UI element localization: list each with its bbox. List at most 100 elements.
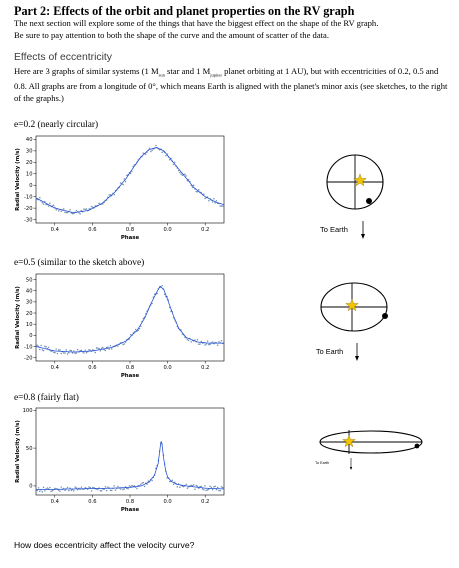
data-point xyxy=(95,347,98,349)
y-tick-label: 20 xyxy=(26,160,33,166)
data-point xyxy=(177,483,180,485)
data-point xyxy=(192,184,195,186)
y-tick-label: 100 xyxy=(23,408,33,414)
data-point xyxy=(220,340,223,342)
desc-part-1: Here are 3 graphs of similar systems (1 … xyxy=(14,66,159,76)
data-point xyxy=(196,485,199,488)
data-point xyxy=(71,212,74,215)
data-point xyxy=(80,349,83,352)
data-point xyxy=(100,489,103,492)
data-point xyxy=(208,199,210,202)
data-point xyxy=(104,485,107,488)
data-point xyxy=(196,191,199,193)
data-point xyxy=(131,484,133,487)
to-earth-arrowhead xyxy=(349,467,353,470)
x-tick-label: 0.8 xyxy=(126,227,134,233)
data-point xyxy=(75,209,78,212)
data-point xyxy=(35,491,37,493)
data-point xyxy=(156,292,158,295)
data-point xyxy=(137,484,139,487)
data-point xyxy=(209,485,211,487)
star-icon xyxy=(353,173,367,187)
data-point xyxy=(89,486,92,489)
data-point xyxy=(205,489,208,492)
data-point xyxy=(199,485,201,488)
data-point xyxy=(122,343,124,346)
data-point xyxy=(65,349,68,351)
data-point xyxy=(60,210,62,213)
data-point xyxy=(200,485,203,488)
y-tick-label: 50 xyxy=(26,446,33,452)
x-tick-label: 0.2 xyxy=(201,499,209,505)
data-point xyxy=(216,344,219,346)
data-point xyxy=(219,489,221,492)
data-point xyxy=(186,338,189,341)
y-tick-label: 40 xyxy=(26,137,33,143)
data-point xyxy=(94,205,97,207)
data-point xyxy=(45,346,47,348)
data-point xyxy=(65,211,68,214)
data-point xyxy=(51,490,54,492)
data-point xyxy=(37,487,40,489)
data-point xyxy=(147,480,150,482)
data-point xyxy=(83,352,85,354)
data-point xyxy=(210,486,213,489)
data-point xyxy=(204,485,206,487)
data-point xyxy=(102,203,104,205)
y-tick-label: 30 xyxy=(26,300,33,306)
x-tick-label: 0.0 xyxy=(163,227,171,233)
data-point xyxy=(146,483,148,485)
data-point xyxy=(208,488,210,490)
data-point xyxy=(55,348,57,350)
data-point xyxy=(69,349,71,352)
data-point xyxy=(71,352,74,354)
x-tick-label: 0.6 xyxy=(88,499,96,505)
data-point xyxy=(168,158,171,161)
data-point xyxy=(191,485,194,487)
rv-chart-e08: 0 50 100 0.4 0.6 0.8 0.0 0.2 Phase Radial Velocit… xyxy=(15,407,225,513)
data-point xyxy=(190,484,192,486)
data-point xyxy=(74,352,76,355)
data-point xyxy=(211,488,214,491)
x-axis-label: Phase xyxy=(121,235,140,241)
data-point xyxy=(108,194,110,196)
data-point xyxy=(129,333,132,336)
data-point xyxy=(113,485,115,487)
star-icon xyxy=(342,434,356,448)
data-point xyxy=(194,488,196,491)
data-point xyxy=(78,211,80,214)
data-point xyxy=(54,487,56,490)
data-point xyxy=(142,152,144,154)
data-point xyxy=(99,349,102,352)
data-point xyxy=(68,351,70,354)
rv-chart-e02: -30 -20 -10 0 10 20 30 40 0.4 0.6 0.8 0.0 0.2 Phase Ra… xyxy=(15,135,225,241)
data-point xyxy=(42,486,45,488)
data-point xyxy=(88,486,90,488)
data-point xyxy=(203,193,205,195)
data-point xyxy=(122,183,124,186)
data-point xyxy=(56,352,59,355)
data-point xyxy=(36,344,39,346)
data-point xyxy=(94,351,97,354)
data-point xyxy=(60,352,62,355)
data-point xyxy=(42,349,45,352)
data-point xyxy=(168,480,171,483)
data-point xyxy=(44,345,46,348)
data-point xyxy=(187,178,190,181)
data-point xyxy=(123,488,126,490)
data-point xyxy=(44,200,46,203)
data-point xyxy=(57,489,60,491)
data-point xyxy=(184,173,186,176)
data-point xyxy=(63,487,65,490)
data-point xyxy=(103,488,105,490)
data-point xyxy=(181,174,184,176)
data-point xyxy=(79,213,81,215)
data-point xyxy=(214,485,216,487)
data-point xyxy=(198,189,200,191)
data-point xyxy=(199,343,201,345)
data-point xyxy=(83,208,85,210)
data-point xyxy=(45,203,47,206)
x-tick-label: 0.8 xyxy=(126,365,134,371)
data-point xyxy=(109,345,112,347)
desc-sub-jupiter: jupiter xyxy=(210,72,223,78)
